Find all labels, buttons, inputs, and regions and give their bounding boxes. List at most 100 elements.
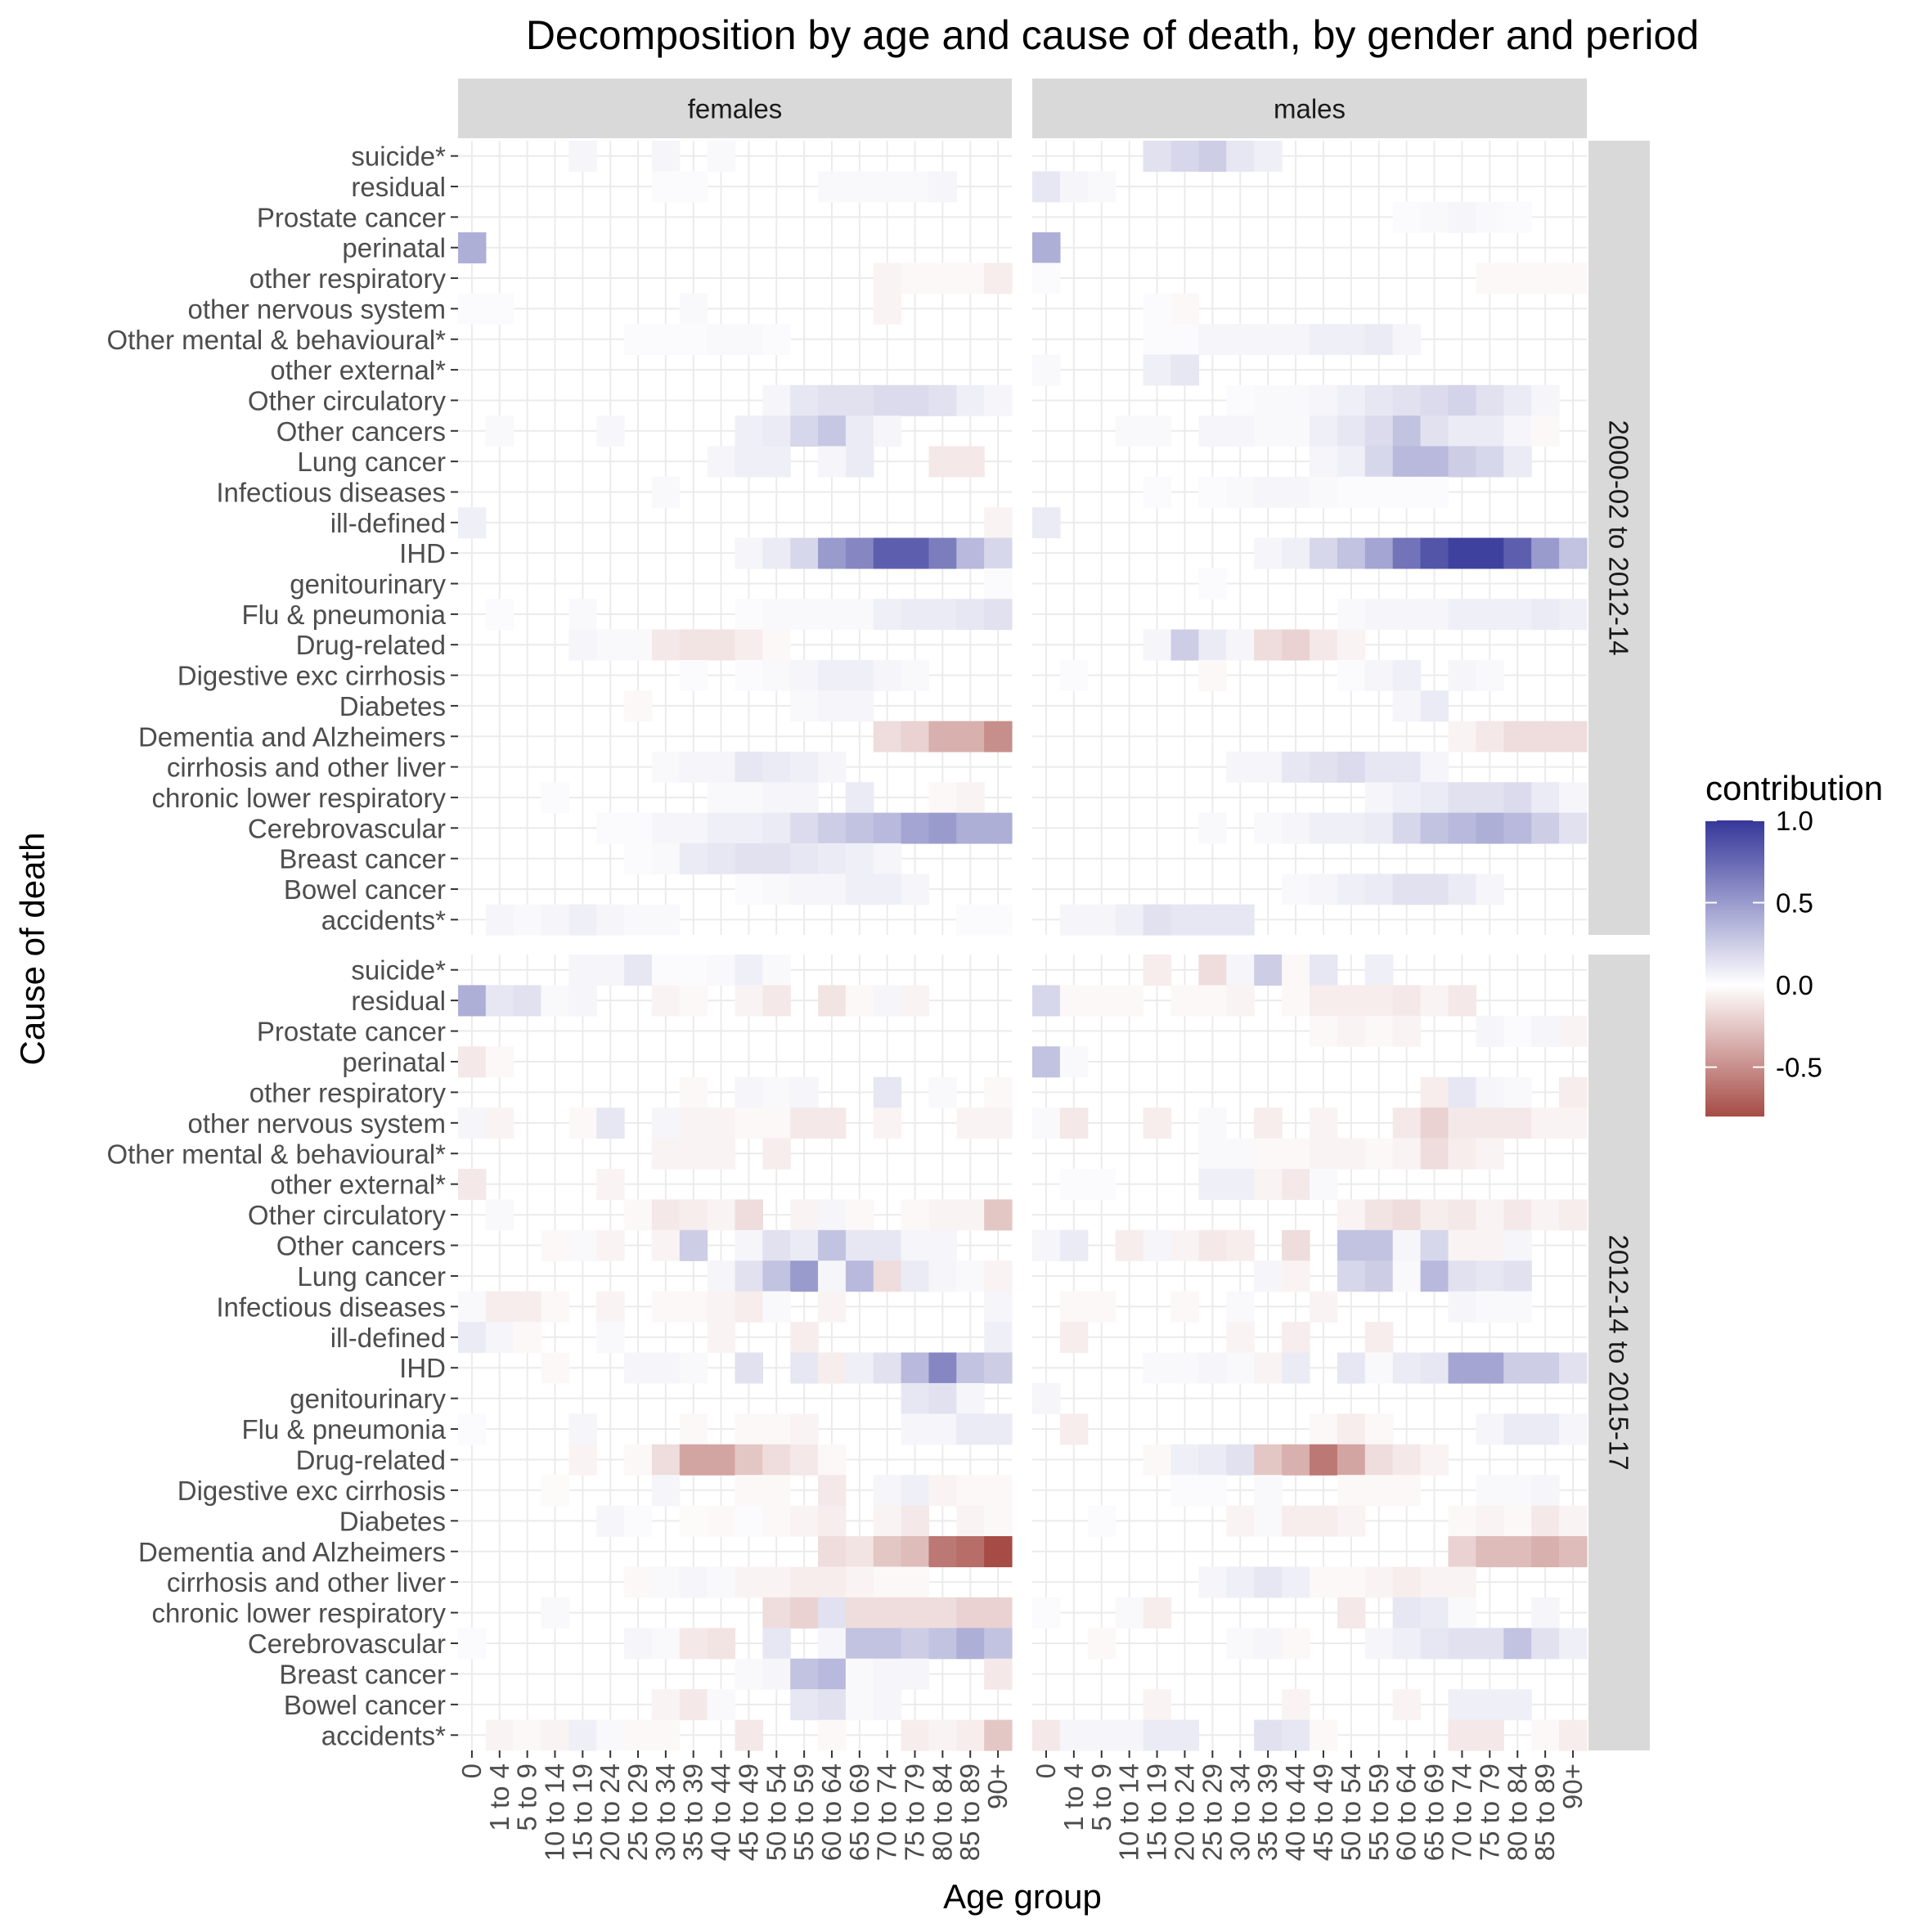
heatmap-cell: perinatal / 1 to 4: 0.03 [1059,1046,1089,1078]
heatmap-cell: Diabetes / 35 to 39: 0.03 [1254,1505,1283,1537]
heatmap-cell: Flu & pneumonia / 55 to 59: -0.03 [1364,1413,1394,1445]
heatmap-cell: Infectious diseases / 45 to 49: 0.03 [1310,476,1338,508]
heatmap-cell: Other cancers / 70 to 74: 0.12 [873,1229,902,1261]
heatmap-cell: Infectious diseases / 1 to 4: -0.03 [1059,1291,1089,1323]
x-tick-label: 45 to 49 [1308,1764,1338,1861]
heatmap-cell: Bowel cancer / 55 to 59: 0.05 [790,874,819,905]
heatmap-cell: Lung cancer / 40 to 44: 0.05 [707,446,736,478]
panel-males-1: suicide* / 15 to 19: -0.08 suicide* / 25 … [1032,955,1588,1751]
heatmap-cell: Other cancers / 30 to 34: -0.08 [1226,1229,1255,1261]
heatmap-cell: other nervous system / 15 to 19: -0.08 [1143,1108,1172,1139]
heatmap-cell: Other cancers / 65 to 69: 0.15 [1420,416,1449,447]
heatmap-cell: Diabetes / 75 to 79: -0.1 [901,1505,930,1537]
heatmap-cell: Other cancers / 50 to 54: 0.1 [762,416,791,447]
heatmap-cell: Flu & pneumonia / 60 to 64: 0.05 [1392,599,1422,631]
heatmap-cell: Prostate cancer / 75 to 79: 0.05 [1476,1015,1504,1047]
y-tick-label: suicide* [351,142,446,172]
heatmap-cell: Other circulatory / 30 to 34: -0.1 [651,1199,681,1231]
heatmap-cell: Infectious diseases / 60 to 64: 0.02 [1392,476,1422,508]
heatmap-cell: Digestive exc cirrhosis / 65 to 69: 0.08 [845,659,874,691]
heatmap-cell: residual / 40 to 44: -0.03 [1282,985,1310,1017]
heatmap-cell: other respiratory / 70 to 74: 0.12 [1448,1076,1476,1108]
heatmap-cell: residual / 50 to 54: -0.08 [1337,985,1366,1017]
heatmap-cell: residual / 0: 0.2 [1032,985,1061,1017]
heatmap-cell: Lung cancer / 45 to 49: 0.15 [735,1260,763,1292]
heatmap-cell: Dementia and Alzheimers / 70 to 74: -0.2 [1448,1536,1476,1568]
heatmap-cell: Drug-related / 30 to 34: -0.15 [651,1444,681,1476]
heatmap-cell: residual / 10 to 14: -0.03 [1115,985,1144,1017]
heatmap-cell: Infectious diseases / 5 to 9: -0.03 [1087,1291,1117,1323]
heatmap-cell: residual / 20 to 24: -0.03 [1170,985,1199,1017]
heatmap-cell: residual / 15 to 19: 0.05 [568,985,597,1017]
heatmap-cell: Infectious diseases / 90+: 0.05 [984,1291,1013,1323]
heatmap-cell: accidents* / 30 to 34: 0.12 [1226,904,1255,936]
heatmap-cell: Lung cancer / 75 to 79: 0.12 [1476,1260,1504,1292]
heatmap-cell: other respiratory / 75 to 79: -0.03 [1476,263,1504,294]
heatmap-cell: Other mental & behavioural* / 40 to 44: … [707,324,736,356]
heatmap-cell: Flu & pneumonia / 1 to 4: 0.02 [485,599,514,631]
y-tick-label: perinatal [342,1047,446,1077]
heatmap-cell: IHD / 85 to 89: 0.3 [956,1352,985,1384]
heatmap-cell: Prostate cancer / 90+: -0.05 [1559,1015,1588,1047]
heatmap-cell: residual / 35 to 39: -0.03 [679,985,708,1017]
heatmap-cell: Digestive exc cirrhosis / 10 to 14: -0.0… [541,1475,569,1507]
heatmap-cell: Drug-related / 40 to 44: -0.4 [707,1444,736,1476]
heatmap-cell: IHD / 85 to 89: 0.25 [1531,1352,1560,1384]
heatmap-cell: Lung cancer / 55 to 59: 0.5 [790,1260,819,1292]
heatmap-cell: Digestive exc cirrhosis / 60 to 64: -0.1 [818,1475,847,1507]
heatmap-cell: Infectious diseases / 30 to 34: 0.03 [651,476,681,508]
heatmap-cell: chronic lower respiratory / 80 to 84: -0… [928,782,957,814]
heatmap-cell: Digestive exc cirrhosis / 45 to 49: -0.0… [735,1475,763,1507]
heatmap-cell: Flu & pneumonia / 75 to 79: 0.05 [1476,1413,1504,1445]
heatmap-cell: Bowel cancer / 70 to 74: 0.05 [873,1689,902,1721]
heatmap-cell: Flu & pneumonia / 50 to 54: -0.08 [1337,1413,1366,1445]
heatmap-cell: other respiratory / 50 to 54: 0.03 [762,1076,791,1108]
heatmap-cell: Drug-related / 15 to 19: -0.05 [568,1444,597,1476]
heatmap-cell: suicide* / 50 to 54: 0.03 [762,955,791,986]
heatmap-cell: IHD / 10 to 14: -0.03 [541,1352,569,1384]
heatmap-cell: Flu & pneumonia / 85 to 89: 0.1 [1531,599,1560,631]
heatmap-cell: suicide* / 25 to 29: -0.15 [1198,955,1227,986]
heatmap-cell: Other circulatory / 45 to 49: 0.05 [1310,384,1338,416]
heatmap-cell: Other mental & behavioural* / 15 to 19: … [1143,324,1172,356]
heatmap-cell: residual / 30 to 34: -0.05 [1226,985,1255,1017]
heatmap-cell: Drug-related / 45 to 49: -0.1 [1310,629,1338,661]
heatmap-cell: chronic lower respiratory / 50 to 54: -0… [1337,1597,1366,1629]
y-tick-label: suicide* [351,955,446,986]
heatmap-cell: Lung cancer / 50 to 54: 0.08 [1337,446,1366,478]
heatmap-cell: Dementia and Alzheimers / 85 to 89: -0.3… [956,721,985,753]
x-tick-label: 35 to 39 [1252,1764,1283,1861]
heatmap-cell: Diabetes / 90+: -0.05 [1559,1505,1588,1537]
heatmap-cell: Prostate cancer / 65 to 69: 0.03 [1420,201,1449,233]
chart-title: Decomposition by age and cause of death,… [526,12,1699,58]
heatmap-cell: IHD / 90+: 0.2 [984,537,1013,569]
heatmap-cell: Digestive exc cirrhosis / 70 to 74: 0.05 [873,1475,902,1507]
heatmap-cell: Diabetes / 65 to 69: 0.05 [845,690,874,722]
heatmap-cell: Other cancers / 60 to 64: 0.3 [818,1229,847,1261]
heatmap-cell: Other cancers / 70 to 74: 0.1 [1448,416,1476,447]
heatmap-cell: suicide* / 25 to 29: 0.25 [1198,141,1227,172]
heatmap-cell: cirrhosis and other liver / 70 to 74: -0… [1448,1566,1476,1598]
heatmap-cell: Other circulatory / 50 to 54: 0.05 [762,384,791,416]
heatmap-cell: chronic lower respiratory / 75 to 79: 0.… [1476,782,1504,814]
heatmap-cell: Infectious diseases / 20 to 24: -0.05 [596,1291,625,1323]
facet-strip-females [458,79,1012,138]
heatmap-cell: Diabetes / 65 to 69: 0.1 [1420,690,1449,722]
heatmap-cell: Other cancers / 55 to 59: 0.1 [790,1229,819,1261]
heatmap-cell: accidents* / 60 to 64: -0.03 [818,1719,847,1751]
heatmap-cell: Infectious diseases / 45 to 49: -0.05 [1310,1291,1338,1323]
heatmap-cell: other nervous system / 80 to 84: -0.1 [1503,1108,1532,1139]
heatmap-cell: IHD / 40 to 44: 0.1 [1282,1352,1310,1384]
heatmap-cell: Infectious diseases / 10 to 14: -0.03 [541,1291,569,1323]
heatmap-cell: Prostate cancer / 80 to 84: 0.02 [1503,201,1532,233]
heatmap-cell: Digestive exc cirrhosis / 25 to 29: -0.0… [1198,659,1227,691]
heatmap-cell: Breast cancer / 45 to 49: 0.03 [735,1658,763,1690]
heatmap-cell: Other mental & behavioural* / 70 to 74: … [1448,1138,1476,1170]
x-tick-label: 55 to 59 [1364,1764,1394,1861]
heatmap-cell: Other mental & behavioural* / 40 to 44: … [1282,1138,1310,1170]
heatmap-cell: Breast cancer / 30 to 34: 0.03 [651,842,681,874]
heatmap-cell: chronic lower respiratory / 70 to 74: 0.… [1448,1597,1476,1629]
heatmap-cell: Bowel cancer / 65 to 69: 0.08 [845,874,874,905]
y-tick-label: Flu & pneumonia [242,1414,447,1445]
heatmap-cell: cirrhosis and other liver / 40 to 44: 0.… [1282,1566,1310,1598]
